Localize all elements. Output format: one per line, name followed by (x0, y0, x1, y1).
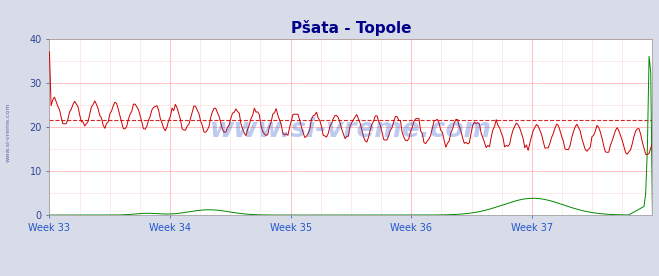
Text: www.si-vreme.com: www.si-vreme.com (210, 118, 492, 144)
Text: www.si-vreme.com: www.si-vreme.com (5, 103, 11, 162)
Title: Pšata - Topole: Pšata - Topole (291, 20, 411, 36)
